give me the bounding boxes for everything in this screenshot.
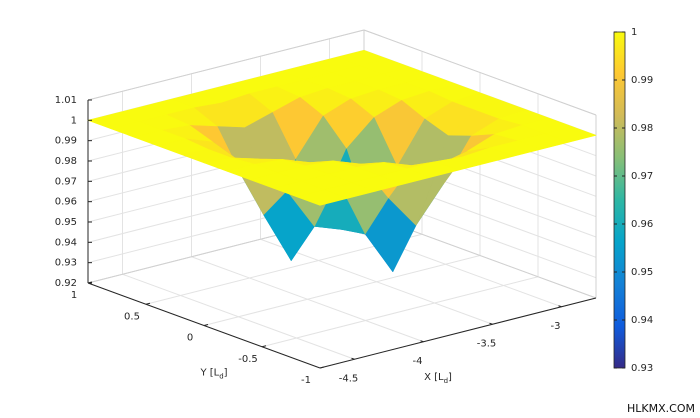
colorbar-tick-label: 0.94 [631,315,653,326]
x-tick [351,357,355,360]
y-axis-label-part: d [219,373,223,381]
colorbar-tick-label: 0.96 [631,219,653,230]
z-tick-label: 0.92 [55,278,77,289]
x-axis-label: X [Ld] [424,372,452,385]
x-axis-label-part: X [L [424,372,444,383]
y-tick [261,345,267,348]
colorbar-tick-label: 0.97 [631,171,653,182]
z-tick-label: 1 [71,115,77,126]
colorbar-tick-label: 0.93 [631,363,653,374]
y-axis-label: Y [Ld] [199,368,227,381]
z-tick-label: 0.96 [55,197,77,208]
box-edge [363,29,597,116]
grid-line [261,276,539,348]
y-tick-label: -0.5 [238,354,258,365]
z-tick-label: 1.01 [55,95,77,106]
y-tick-label: 0.5 [124,311,140,322]
y-tick [203,324,209,326]
colorbar-tick-label: 0.99 [631,75,653,86]
z-tick-label: 0.94 [55,237,77,248]
y-tick [319,366,325,369]
axis-labels: 0.92 0.93 0.94 0.95 0.96 0.97 0.98 0.99 1 1.01 -4.… [55,27,654,386]
y-tick-label: -1 [301,375,311,386]
y-tick-label: 0 [187,333,193,344]
box-edge [87,29,365,101]
y-tick-label: 1 [71,290,77,301]
x-tick-label: -3.5 [477,338,497,349]
y-axis-label-part: Y [L [199,368,219,379]
x-tick-label: -4.5 [339,373,359,384]
surface-patch [296,189,348,206]
z-tick-label: 0.99 [55,136,77,147]
colorbar [613,31,626,369]
z-tick-label: 0.97 [55,176,77,187]
watermark: HLKMX.COM [627,402,695,415]
x-tick [420,340,424,343]
colorbar-tick-label: 1 [631,27,637,38]
x-tick [489,322,493,325]
colorbar-tick-label: 0.95 [631,267,653,278]
x-tick-label: -4 [413,356,423,367]
x-axis [319,297,597,369]
y-tick [145,302,151,305]
x-axis-label-part: d [444,377,448,385]
y-axis-label-part: ] [224,368,228,379]
x-tick [558,305,562,308]
z-tick-label: 0.98 [55,156,77,167]
z-tick-label: 0.95 [55,217,77,228]
y-tick [87,281,93,284]
grid-line [203,255,481,326]
x-axis-label-part: ] [448,372,452,383]
z-tick-label: 0.93 [55,258,77,269]
surface [87,50,597,272]
colorbar-tick-label: 0.98 [631,123,653,134]
x-tick-label: -3 [551,321,561,332]
